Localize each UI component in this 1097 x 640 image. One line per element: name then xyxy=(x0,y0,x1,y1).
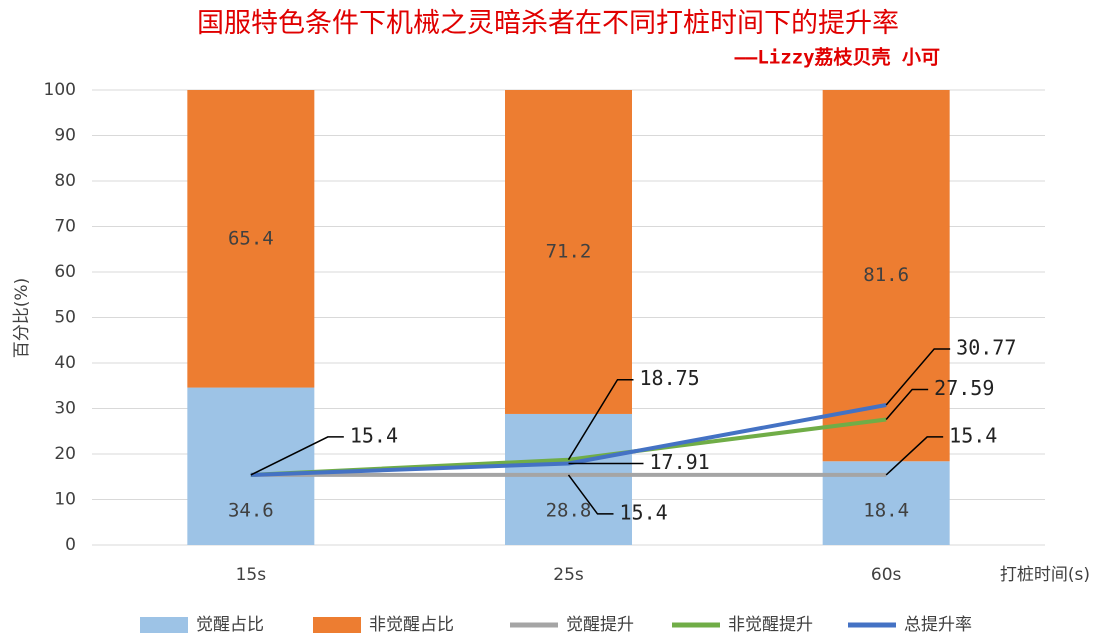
label-leader xyxy=(885,436,944,476)
x-tick-label: 15s xyxy=(236,565,267,585)
bar-label: 18.4 xyxy=(863,499,909,521)
legend-swatch xyxy=(140,617,188,633)
legend-label: 觉醒提升 xyxy=(566,615,634,635)
bar-segment xyxy=(505,90,632,414)
y-tick-label: 70 xyxy=(54,217,76,237)
y-tick-label: 10 xyxy=(54,490,76,510)
y-tick-label: 60 xyxy=(54,262,76,282)
bar-label: 65.4 xyxy=(228,227,274,249)
y-tick-label: 80 xyxy=(54,171,76,191)
bar-label: 71.2 xyxy=(546,240,592,262)
data-label: 15.4 xyxy=(350,423,398,447)
legend-swatch xyxy=(313,617,361,633)
legend-label: 觉醒占比 xyxy=(196,615,264,635)
bar-segment xyxy=(187,387,315,545)
label-leader xyxy=(885,348,951,406)
label-leader xyxy=(885,388,929,420)
y-tick-label: 90 xyxy=(54,126,76,146)
chart-subtitle: ——Lizzy荔枝贝壳 小可 xyxy=(734,46,940,69)
y-tick-label: 40 xyxy=(54,353,76,373)
y-tick-label: 20 xyxy=(54,444,76,464)
x-axis-label: 打桩时间(s) xyxy=(1000,565,1090,585)
x-tick-label: 60s xyxy=(871,565,902,585)
bar-label: 81.6 xyxy=(863,264,909,286)
label-leader xyxy=(567,474,614,515)
data-label: 27.59 xyxy=(934,376,994,400)
data-label: 18.75 xyxy=(640,366,700,390)
bar-segment xyxy=(505,413,632,545)
y-axis-label: 百分比(%) xyxy=(12,278,32,358)
bar-label: 28.8 xyxy=(546,499,592,521)
data-label: 30.77 xyxy=(956,335,1016,359)
label-leader xyxy=(567,378,634,461)
chart-title: 国服特色条件下机械之灵暗杀者在不同打桩时间下的提升率 xyxy=(197,8,899,38)
bar-segment xyxy=(822,90,950,462)
data-label: 15.4 xyxy=(949,423,997,447)
x-tick-label: 25s xyxy=(553,565,584,585)
y-tick-label: 100 xyxy=(44,80,76,100)
legend-label: 非觉醒提升 xyxy=(728,615,813,635)
bar-label: 34.6 xyxy=(228,499,274,521)
y-tick-label: 30 xyxy=(54,399,76,419)
data-label: 15.4 xyxy=(620,500,668,524)
legend-label: 非觉醒占比 xyxy=(369,615,454,635)
y-tick-label: 50 xyxy=(54,308,76,328)
data-label: 17.91 xyxy=(650,450,710,474)
bar-segment xyxy=(187,90,315,388)
y-tick-label: 0 xyxy=(65,535,76,555)
legend-label: 总提升率 xyxy=(904,615,972,635)
label-leader xyxy=(250,436,344,476)
